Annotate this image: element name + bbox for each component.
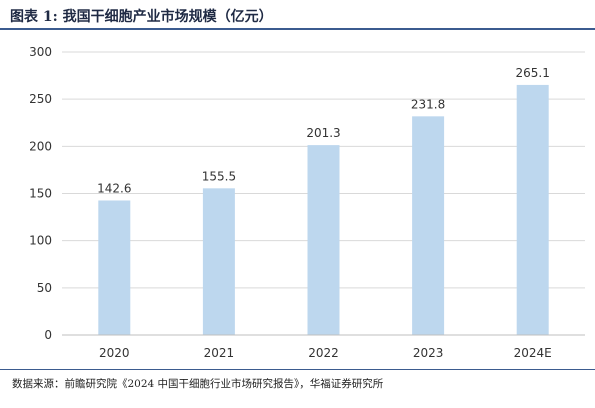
- bar: [412, 116, 445, 336]
- footer-divider: [0, 369, 595, 370]
- y-axis-ticks: 0 50 100 150 200 250 300: [29, 45, 52, 342]
- title-divider: [0, 28, 595, 30]
- y-tick-label: 0: [44, 328, 52, 342]
- y-tick-label: 300: [29, 45, 52, 59]
- y-tick-label: 200: [29, 139, 52, 153]
- x-axis-ticks: 2020 2021 2022 2023 2024E: [99, 346, 552, 360]
- y-tick-label: 100: [29, 234, 52, 248]
- bar-chart: 0 50 100 150 200 250 300 142.6 155.5 201.3 231.8 2…: [29, 45, 585, 360]
- bar: [98, 200, 131, 335]
- data-label: 265.1: [516, 66, 550, 80]
- y-tick-label: 150: [29, 187, 52, 201]
- x-tick-label: 2021: [204, 346, 235, 360]
- data-label: 231.8: [411, 97, 445, 111]
- bar: [202, 188, 235, 335]
- data-labels: 142.6 155.5 201.3 231.8 265.1: [97, 66, 550, 196]
- chart-title: 图表 1: 我国干细胞产业市场规模（亿元）: [10, 9, 273, 25]
- source-note: 数据来源：前瞻研究院《2024 中国干细胞行业市场研究报告》，华福证券研究所: [12, 378, 384, 390]
- y-tick-label: 50: [37, 281, 52, 295]
- x-tick-label: 2020: [99, 346, 130, 360]
- data-label: 155.5: [202, 169, 236, 183]
- y-tick-label: 250: [29, 92, 52, 106]
- x-tick-label: 2023: [413, 346, 444, 360]
- x-tick-label: 2024E: [514, 346, 552, 360]
- bar: [307, 145, 340, 335]
- data-label: 142.6: [97, 181, 131, 195]
- x-tick-label: 2022: [308, 346, 339, 360]
- data-label: 201.3: [306, 126, 340, 140]
- bars: [98, 84, 549, 336]
- bar: [516, 84, 549, 335]
